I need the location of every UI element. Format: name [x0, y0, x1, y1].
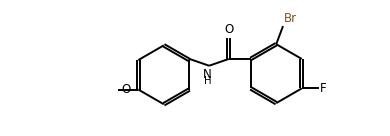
Text: H: H	[204, 76, 211, 86]
Text: O: O	[224, 23, 234, 36]
Text: N: N	[203, 68, 212, 81]
Text: F: F	[320, 82, 326, 95]
Text: Br: Br	[284, 12, 297, 25]
Text: O: O	[122, 83, 131, 96]
